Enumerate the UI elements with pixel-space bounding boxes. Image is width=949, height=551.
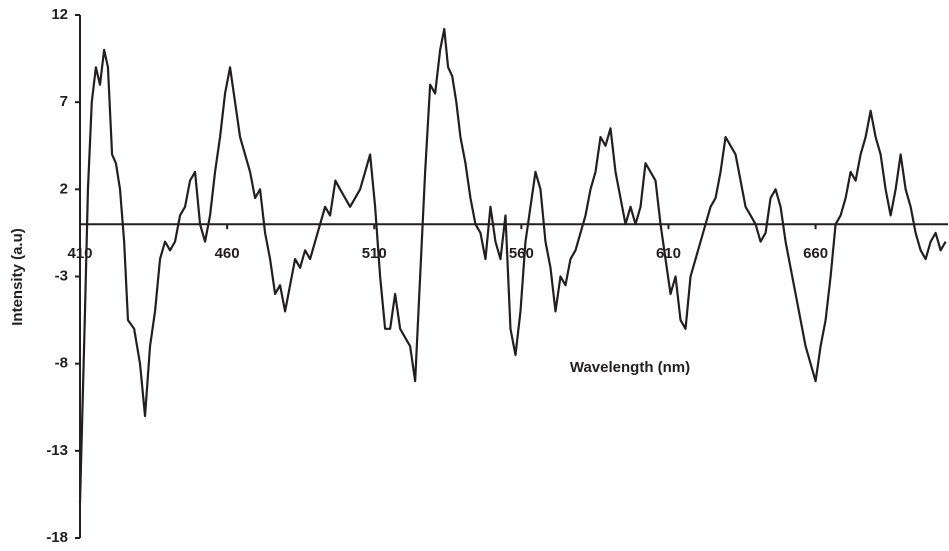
x-tick-label: 560 [509,245,534,262]
y-tick-label: -13 [46,442,68,459]
x-tick-label: 660 [803,245,828,262]
y-tick-label: -8 [55,355,68,372]
x-axis-label: Wavelength (nm) [570,359,690,376]
x-tick-label: 510 [362,245,387,262]
x-tick-label: 410 [67,245,92,262]
x-tick-label: 460 [215,245,240,262]
y-tick-label: -18 [46,529,68,546]
y-tick-label: 7 [60,93,68,110]
y-tick-label: -3 [55,267,68,284]
x-tick-label: 610 [656,245,681,262]
y-axis-label: Intensity (a.u) [9,228,26,326]
data-line [78,27,947,504]
y-tick-label: 12 [51,6,68,23]
y-tick-label: 2 [60,180,68,197]
